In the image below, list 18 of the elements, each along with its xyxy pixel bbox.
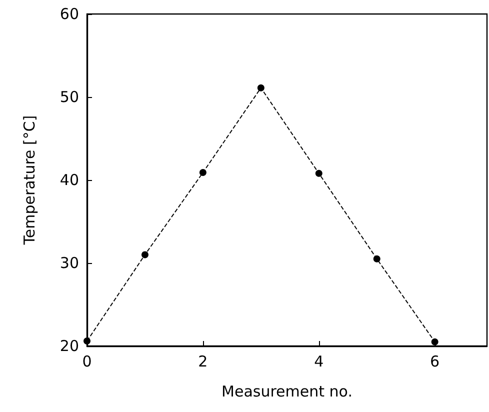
point <box>199 169 206 176</box>
x-tick-label: 6 <box>430 352 440 370</box>
point <box>141 251 148 258</box>
y-tick-label: 50 <box>60 88 79 106</box>
y-tick-label: 20 <box>60 337 79 355</box>
point <box>431 338 438 346</box>
point <box>257 84 264 92</box>
y-tick-label: 30 <box>60 254 79 272</box>
point <box>373 255 380 262</box>
y-tick-label: 60 <box>60 5 79 23</box>
x-tick-label: 0 <box>82 352 92 370</box>
point <box>315 170 322 177</box>
point <box>84 338 90 345</box>
x-tick-label: 4 <box>314 352 324 370</box>
y-tick-label: 40 <box>60 171 79 189</box>
y-axis-title: Temperature [°C] <box>20 115 38 246</box>
x-axis-title: Measurement no. <box>222 382 352 400</box>
x-tick-label: 2 <box>198 352 208 370</box>
